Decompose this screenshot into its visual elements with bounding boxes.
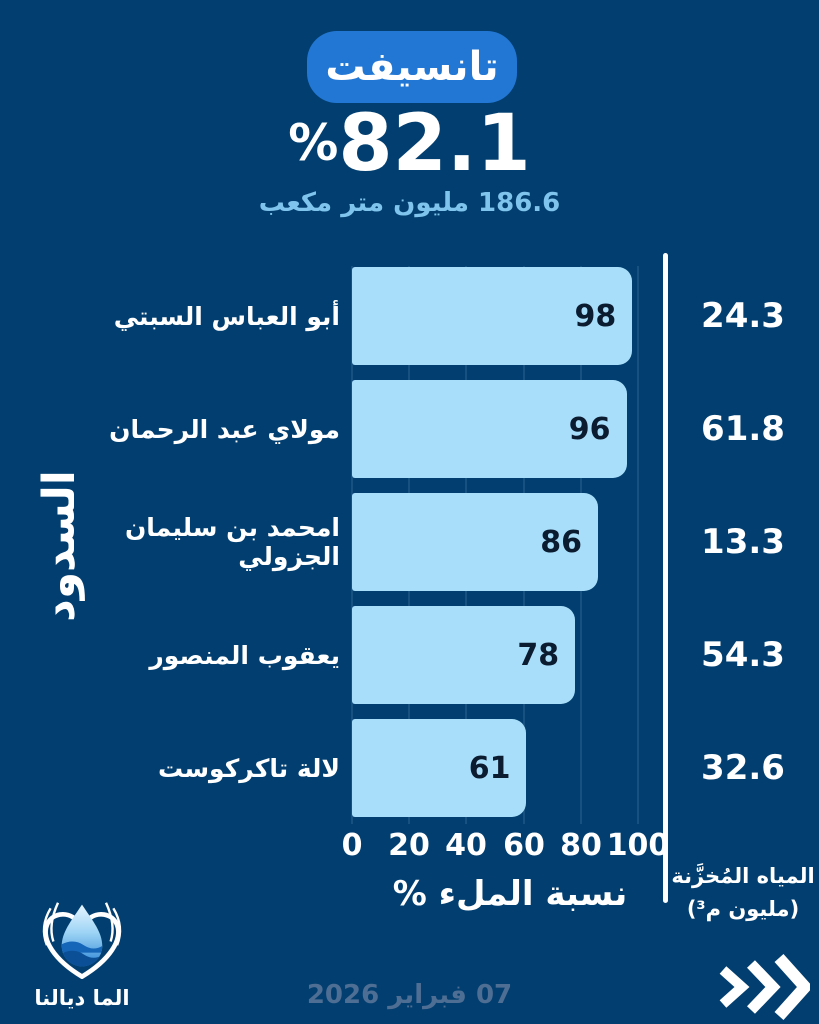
bar-track: 61 [352, 719, 638, 817]
table-row: يعقوب المنصور 78 54.3 [0, 605, 819, 705]
fill-percent-value: 98 [574, 298, 617, 334]
x-tick: 60 [503, 828, 545, 863]
stored-water-value: 13.3 [701, 522, 785, 562]
stored-water-value: 32.6 [701, 748, 785, 788]
x-tick: 0 [341, 828, 363, 863]
overall-volume-label: 186.6 مليون متر مكعب [258, 188, 561, 218]
table-row: لالة تاكركوست 61 32.6 [0, 718, 819, 818]
dam-name-label: مولاي عبد الرحمان [109, 414, 340, 444]
brand-logo: الما ديالنا [18, 888, 146, 1010]
fill-bar: 86 [352, 493, 598, 591]
dam-name-label: يعقوب المنصور [149, 640, 340, 670]
x-tick: 80 [560, 828, 602, 863]
report-date: 07 فبراير 2026 [306, 980, 513, 1010]
basin-badge-label: تانسيفت [325, 44, 499, 90]
fill-bar: 78 [352, 606, 576, 704]
dam-name-label: امحمد بن سليمان الجزولي [124, 513, 340, 571]
basin-badge: تانسيفت [307, 31, 517, 103]
stored-water-column-header: المياه المُخزَّنة (مليون م³) [670, 860, 816, 925]
dam-name-label: لالة تاكركوست [158, 753, 340, 783]
overall-fill-percent: %82.1 [0, 104, 819, 193]
table-row: مولاي عبد الرحمان 96 61.8 [0, 379, 819, 479]
fill-bar: 98 [352, 267, 633, 365]
table-row: امحمد بن سليمان الجزولي 86 13.3 [0, 492, 819, 592]
x-tick: 40 [445, 828, 487, 863]
fill-bar: 61 [352, 719, 527, 817]
fill-percent-value: 86 [540, 524, 582, 560]
dam-name-label: أبو العباس السبتي [113, 301, 340, 331]
x-axis-label: نسبة الملء % [392, 874, 628, 914]
percent-value: 82.1 [338, 99, 531, 189]
x-tick: 20 [388, 828, 430, 863]
gridline-100 [637, 266, 639, 824]
fill-percent-value: 78 [517, 637, 560, 673]
fill-percent-value: 61 [468, 750, 511, 786]
stored-water-value: 54.3 [701, 635, 785, 675]
stored-water-value: 24.3 [701, 296, 785, 336]
stored-water-value: 61.8 [701, 409, 785, 449]
x-axis: 0 20 40 60 80 100 [0, 828, 819, 868]
bar-track: 86 [352, 493, 638, 591]
stored-water-title: المياه المُخزَّنة [671, 864, 815, 888]
x-tick: 100 [606, 828, 670, 863]
stored-water-unit: (مليون م³) [686, 896, 800, 921]
fill-percent-value: 96 [568, 411, 611, 447]
table-row: أبو العباس السبتي 98 24.3 [0, 266, 819, 366]
next-chevrons-icon[interactable] [715, 950, 814, 1021]
bar-track: 98 [352, 267, 638, 365]
bar-track: 78 [352, 606, 638, 704]
brand-caption: الما ديالنا [34, 986, 130, 1010]
bar-track: 96 [352, 380, 638, 478]
percent-symbol: % [288, 114, 339, 172]
water-drop-logo-icon [42, 902, 122, 979]
fill-bar: 96 [352, 380, 627, 478]
column-separator-line [663, 253, 668, 903]
